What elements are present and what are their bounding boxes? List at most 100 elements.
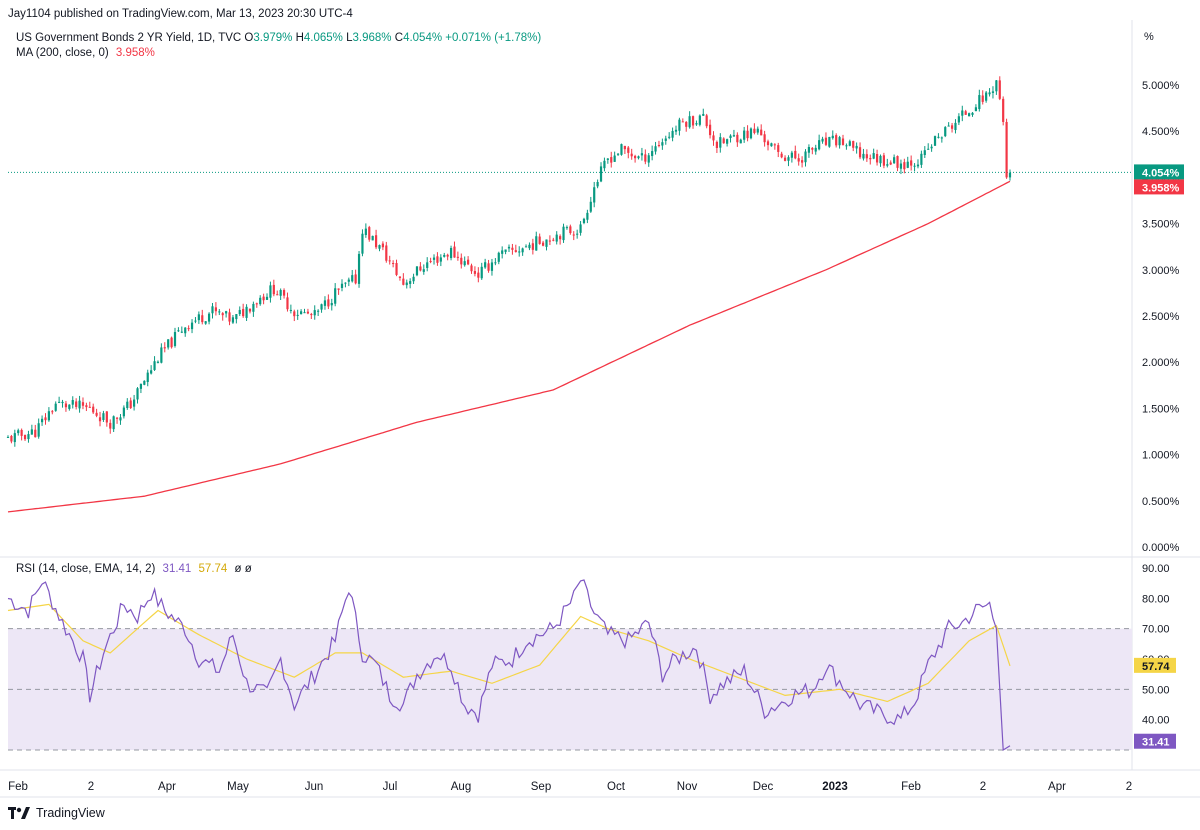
candle: [177, 327, 180, 332]
candle: [197, 311, 200, 324]
candle-body: [576, 233, 579, 235]
candle-body: [630, 153, 633, 157]
candle-body: [654, 146, 657, 152]
candle: [927, 143, 930, 150]
candle-body: [415, 266, 419, 276]
footer-brand-label: TradingView: [36, 806, 105, 820]
candle-body: [467, 259, 470, 265]
candle-body: [238, 309, 241, 315]
candle: [262, 293, 265, 305]
candle: [163, 342, 166, 353]
candle-body: [480, 266, 483, 279]
candle-body: [613, 155, 616, 162]
candle-body: [708, 124, 712, 136]
candle: [582, 217, 586, 225]
candle: [494, 258, 497, 266]
candle: [971, 112, 974, 117]
candle-body: [225, 311, 228, 314]
candle: [184, 327, 187, 337]
candle: [616, 152, 620, 156]
candle-body: [1005, 121, 1008, 178]
rsi-ma-tag-bg: [1134, 657, 1176, 673]
candle-body: [167, 339, 170, 348]
candle-body: [893, 157, 896, 164]
candle-body: [177, 330, 180, 332]
candle: [627, 146, 630, 159]
candle-body: [978, 95, 981, 110]
candle-body: [494, 262, 497, 264]
candle: [255, 302, 258, 308]
candle: [248, 308, 252, 314]
candle: [668, 132, 671, 140]
candle: [634, 154, 637, 163]
candle: [378, 244, 381, 252]
candle: [207, 312, 211, 325]
candle-body: [429, 261, 432, 263]
symbol-legend[interactable]: US Government Bonds 2 YR Yield, 1D, TVC …: [16, 32, 541, 44]
candle: [818, 134, 821, 151]
candle-body: [470, 265, 473, 272]
ma-tag-label: 3.958%: [1142, 182, 1180, 194]
candle: [347, 277, 350, 287]
candle-body: [409, 281, 412, 284]
candle-body: [44, 417, 47, 421]
candle: [780, 151, 783, 159]
candle-body: [511, 247, 514, 250]
candle: [439, 254, 442, 267]
candle: [790, 150, 793, 163]
candle: [739, 138, 742, 144]
candle-body: [320, 304, 323, 310]
time-tick-label: 2: [88, 781, 94, 793]
candle: [538, 233, 541, 245]
rsi-tick-label: 70.00: [1142, 624, 1170, 636]
candle-body: [13, 433, 16, 443]
candle-body: [228, 312, 231, 322]
candle-body: [453, 246, 456, 258]
time-tick-label: May: [227, 781, 249, 793]
candle: [736, 132, 739, 147]
candle: [572, 231, 575, 241]
candle: [678, 117, 681, 136]
candle: [613, 151, 616, 162]
candle-body: [262, 296, 265, 301]
candle-body: [804, 151, 807, 163]
ma-legend[interactable]: MA (200, close, 0) 3.958%: [16, 47, 155, 59]
candle-body: [555, 234, 558, 242]
candle-body: [862, 153, 865, 159]
candle-body: [364, 228, 367, 236]
ma-value: 3.958%: [115, 47, 155, 59]
candle: [835, 133, 838, 148]
candle-body: [490, 262, 494, 271]
rsi-label: RSI (14, close, EMA, 14, 2): [16, 563, 156, 575]
candle-body: [681, 121, 684, 123]
candle: [371, 235, 374, 241]
high-value: 4.065%: [303, 32, 343, 44]
candle: [804, 149, 807, 167]
candle: [858, 142, 862, 160]
candle: [81, 397, 85, 410]
candle-body: [647, 155, 650, 163]
candle-body: [419, 266, 422, 271]
candle: [88, 401, 91, 408]
time-tick-label: 2023: [822, 781, 848, 793]
candle: [272, 279, 275, 297]
footer-brand[interactable]: TradingView: [8, 806, 105, 820]
candle-body: [848, 141, 851, 146]
candle-body: [487, 263, 490, 271]
candle: [910, 155, 913, 171]
candle-body: [507, 246, 511, 249]
candle: [937, 133, 940, 139]
candle: [146, 369, 149, 387]
candle: [766, 139, 770, 151]
candle: [23, 434, 27, 441]
candle: [381, 241, 384, 251]
candle: [436, 252, 439, 266]
candle-body: [719, 137, 722, 148]
candle-body: [535, 236, 538, 251]
rsi-legend[interactable]: RSI (14, close, EMA, 14, 2) 31.41 57.74 …: [16, 563, 252, 575]
candle: [374, 229, 378, 250]
candle-body: [582, 218, 586, 223]
candle-body: [783, 157, 787, 161]
ma-label: MA (200, close, 0): [16, 47, 109, 59]
